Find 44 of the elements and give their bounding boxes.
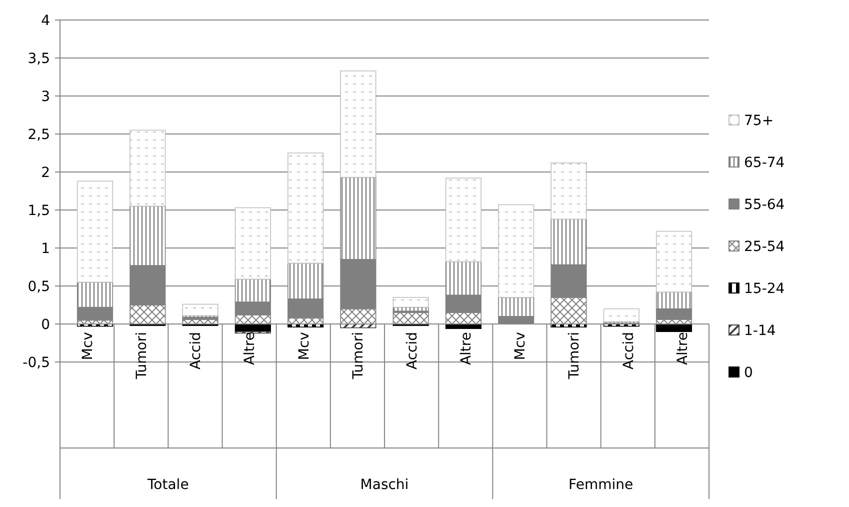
x-tick-label: Mcv [80, 332, 96, 360]
y-tick-label: 2 [41, 164, 50, 181]
bar [392, 297, 429, 308]
y-tick-label: -0,5 [22, 354, 50, 371]
bar [130, 130, 166, 207]
text: Femmine [568, 477, 634, 493]
bar [288, 152, 324, 264]
text: Maschi [360, 477, 409, 493]
x-tick-label: Accid [620, 332, 637, 370]
legend-label: 75+ [744, 112, 774, 129]
y-tick-label: 1 [41, 240, 50, 257]
x-tick-label: Altre [674, 332, 691, 366]
x-tick-label: Accid [404, 332, 420, 370]
text: Totale [146, 477, 189, 493]
legend-label: 0 [744, 364, 753, 381]
y-tick-label: 3,5 [28, 50, 50, 67]
x-tick-label: Mcv [296, 332, 312, 360]
y-tick-label: 0 [41, 316, 50, 333]
bar [656, 230, 692, 292]
bar [445, 178, 482, 262]
x-tick-label: Altre [242, 332, 258, 366]
x-tick-label: Tumori [134, 332, 150, 380]
y-tick-label: 0,5 [28, 278, 50, 295]
y-tick-label: 1,5 [28, 202, 50, 219]
y-tick-label: 3 [41, 88, 50, 105]
bar [340, 70, 376, 178]
legend-label: 65-74 [744, 154, 785, 171]
x-tick-label: Altre [458, 332, 475, 366]
bar [603, 308, 640, 322]
legend-label: 25-54 [744, 238, 785, 255]
y-tick-label: 2,5 [28, 126, 50, 143]
x-tick-label: Mcv [512, 332, 529, 360]
legend-label: 55-64 [744, 196, 785, 213]
bar [182, 304, 218, 316]
bar [550, 162, 587, 220]
bar [76, 180, 114, 283]
x-tick-label: Tumori [350, 332, 366, 380]
bar [234, 207, 271, 280]
bar [498, 204, 534, 298]
legend-label: 1-14 [744, 322, 776, 339]
x-tick-label: Accid [188, 332, 204, 370]
x-tick-label: Tumori [566, 332, 583, 380]
legend-label: 15-24 [744, 280, 785, 297]
y-tick-label: 4 [41, 12, 50, 29]
